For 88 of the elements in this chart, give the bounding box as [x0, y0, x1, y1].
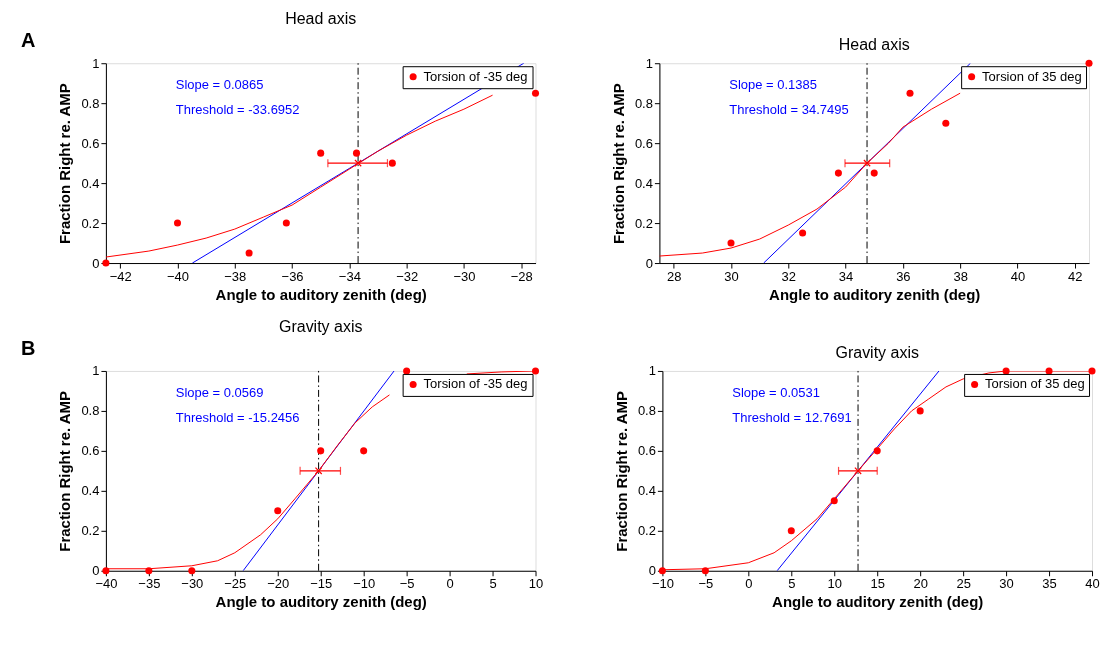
chart-title: Head axis — [285, 10, 357, 28]
y-tick-label: 0 — [648, 563, 656, 579]
x-axis-title: Angle to auditory zenith (deg) — [215, 593, 427, 611]
x-tick-label: 32 — [781, 268, 797, 284]
x-tick-label: −5 — [399, 576, 415, 592]
x-tick-label: 10 — [528, 576, 544, 592]
chart-title: Gravity axis — [835, 343, 919, 361]
y-tick-label: 0.2 — [81, 523, 100, 539]
y-tick-label: 1 — [92, 55, 100, 71]
text: B — [20, 336, 36, 359]
x-tick-label: −20 — [267, 576, 290, 592]
x-tick-label: −34 — [338, 268, 361, 284]
y-axis-title: Fraction Right re. AMP — [609, 83, 627, 245]
x-tick-label: 25 — [956, 576, 971, 592]
y-tick-label: 0.4 — [634, 175, 653, 191]
x-tick-label: 5 — [489, 576, 497, 592]
y-tick-label: 0.6 — [81, 135, 100, 151]
annotation: Threshold = -33.6952 — [175, 102, 300, 118]
annotation: Threshold = 12.7691 — [732, 409, 852, 425]
y-tick-label: 0.6 — [637, 443, 656, 459]
x-tick-label: −10 — [353, 576, 376, 592]
y-tick-label: 0.4 — [81, 483, 100, 499]
y-axis-title: Fraction Right re. AMP — [612, 390, 630, 552]
chart-title: Gravity axis — [279, 317, 363, 335]
x-tick-label: 42 — [1067, 268, 1083, 284]
x-tick-label: −40 — [95, 576, 118, 592]
x-tick-label: −5 — [698, 576, 714, 592]
annotation: Slope = 0.0531 — [732, 384, 820, 400]
x-tick-label: 0 — [446, 576, 454, 592]
legend-label: Torsion of -35 deg — [423, 68, 528, 84]
x-tick-label: 5 — [788, 576, 796, 592]
x-tick-label: 34 — [838, 268, 854, 284]
x-tick-label: −30 — [181, 576, 204, 592]
x-tick-label: −42 — [109, 268, 132, 284]
y-tick-label: 0.8 — [81, 95, 100, 111]
x-tick-label: 28 — [667, 268, 682, 284]
x-tick-label: −30 — [453, 268, 476, 284]
x-axis-title: Angle to auditory zenith (deg) — [769, 285, 981, 303]
x-axis-title: Angle to auditory zenith (deg) — [215, 285, 427, 303]
x-tick-label: 40 — [1085, 576, 1100, 592]
y-axis-title: Fraction Right re. AMP — [56, 390, 74, 552]
y-tick-label: 0.2 — [81, 215, 100, 231]
x-tick-label: −36 — [281, 268, 304, 284]
x-tick-label: 20 — [913, 576, 928, 592]
x-tick-label: 10 — [827, 576, 842, 592]
legend-label: Torsion of 35 deg — [985, 376, 1085, 392]
x-tick-label: −38 — [224, 268, 247, 284]
annotation: Threshold = -15.2456 — [175, 409, 300, 425]
x-tick-label: 30 — [999, 576, 1014, 592]
x-tick-label: −28 — [510, 268, 533, 284]
y-tick-label: 1 — [648, 363, 656, 379]
text: A — [20, 29, 36, 52]
x-tick-label: 35 — [1042, 576, 1057, 592]
y-tick-label: 0.2 — [634, 215, 653, 231]
annotation: Threshold = 34.7495 — [729, 102, 849, 118]
y-tick-label: 0.6 — [634, 135, 653, 151]
x-tick-label: 30 — [724, 268, 739, 284]
x-tick-label: 38 — [953, 268, 968, 284]
x-tick-label: −40 — [167, 268, 190, 284]
y-tick-label: 0.8 — [81, 403, 100, 419]
x-axis-title: Angle to auditory zenith (deg) — [772, 593, 984, 611]
y-tick-label: 1 — [645, 55, 653, 71]
x-tick-label: −10 — [651, 576, 674, 592]
x-tick-label: −25 — [224, 576, 247, 592]
y-tick-label: 0.8 — [637, 403, 656, 419]
y-tick-label: 0.2 — [637, 523, 656, 539]
y-tick-label: 1 — [92, 363, 100, 379]
y-tick-label: 0.4 — [637, 483, 656, 499]
annotation: Slope = 0.0865 — [175, 77, 264, 93]
x-tick-label: 0 — [745, 576, 753, 592]
x-tick-label: 40 — [1010, 268, 1026, 284]
y-tick-label: 0.8 — [634, 95, 653, 111]
legend-label: Torsion of -35 deg — [423, 376, 528, 392]
y-axis-title: Fraction Right re. AMP — [56, 83, 74, 245]
x-tick-label: 15 — [870, 576, 885, 592]
x-tick-label: −15 — [310, 576, 333, 592]
x-tick-label: −35 — [138, 576, 161, 592]
x-tick-label: 36 — [896, 268, 911, 284]
legend-label: Torsion of 35 deg — [982, 68, 1082, 84]
y-tick-label: 0 — [645, 255, 653, 271]
chart-title: Head axis — [838, 36, 910, 54]
y-tick-label: 0 — [92, 563, 100, 579]
x-tick-label: −32 — [396, 268, 419, 284]
y-tick-label: 0.6 — [81, 443, 100, 459]
annotation: Slope = 0.1385 — [729, 77, 817, 93]
y-tick-label: 0.4 — [81, 175, 100, 191]
annotation: Slope = 0.0569 — [175, 384, 264, 400]
y-tick-label: 0 — [92, 255, 100, 271]
